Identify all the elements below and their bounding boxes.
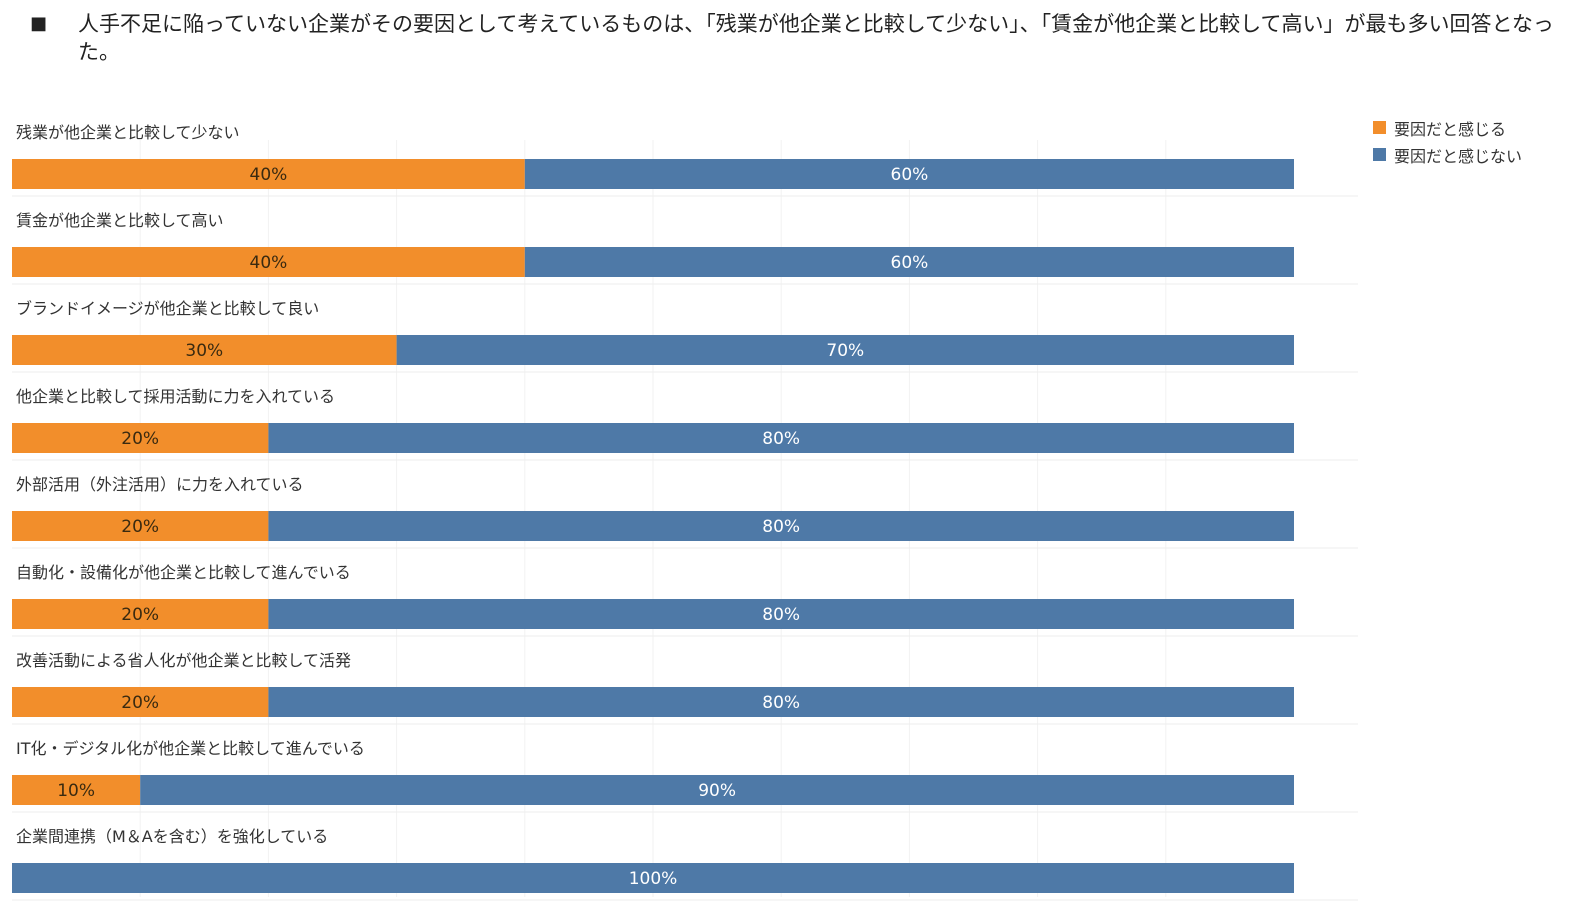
bar-segment-factor xyxy=(12,775,141,805)
legend-item-not-factor: 要因だと感じない xyxy=(1373,141,1522,168)
data-label: 80% xyxy=(762,693,800,713)
category-label: 企業間連携（M＆Aを含む）を強化している xyxy=(16,827,328,846)
bar-segment-not-factor xyxy=(268,599,1294,629)
data-label: 20% xyxy=(121,517,159,537)
data-label: 60% xyxy=(891,165,929,185)
legend-swatch-factor xyxy=(1373,121,1386,134)
bar-segment-not-factor xyxy=(524,247,1294,277)
data-label: 20% xyxy=(121,429,159,449)
bar-segment-factor xyxy=(12,687,269,717)
bar-segment-factor xyxy=(12,247,525,277)
bar-segment-not-factor xyxy=(396,335,1295,365)
data-label: 10% xyxy=(57,781,95,801)
category-label: 自動化・設備化が他企業と比較して進んでいる xyxy=(16,563,351,582)
data-label: 30% xyxy=(185,341,223,361)
data-label: 80% xyxy=(762,605,800,625)
data-label: 80% xyxy=(762,429,800,449)
legend: 要因だと感じる 要因だと感じない xyxy=(1373,114,1522,168)
category-label: 他企業と比較して採用活動に力を入れている xyxy=(16,387,335,406)
category-label: 賃金が他企業と比較して高い xyxy=(16,211,224,230)
bar-segment-not-factor xyxy=(524,159,1294,189)
category-label: IT化・デジタル化が他企業と比較して進んでいる xyxy=(16,739,365,758)
bar-segment-factor xyxy=(12,159,525,189)
category-label: ブランドイメージが他企業と比較して良い xyxy=(16,299,319,318)
legend-label-factor: 要因だと感じる xyxy=(1394,119,1507,139)
bar-segment-factor xyxy=(12,511,269,541)
bar-segment-not-factor xyxy=(12,863,1294,893)
bar-segment-not-factor xyxy=(268,423,1294,453)
headline-bullet: ■ xyxy=(30,13,48,34)
data-label: 40% xyxy=(250,165,288,185)
bar-segment-factor xyxy=(12,335,397,365)
legend-label-not-factor: 要因だと感じない xyxy=(1394,146,1523,166)
data-label: 40% xyxy=(250,253,288,273)
legend-item-factor: 要因だと感じる xyxy=(1373,114,1522,141)
data-label: 90% xyxy=(698,781,736,801)
bar-segment-not-factor xyxy=(268,511,1294,541)
bar-segment-factor xyxy=(12,423,269,453)
stacked-bar-chart: 残業が他企業と比較して少ない 40% 60% 賃金が他企業と比較して高い 40% 60% ブ… xyxy=(12,123,1358,901)
legend-swatch-not-factor xyxy=(1373,148,1386,161)
data-label: 20% xyxy=(121,605,159,625)
data-label: 80% xyxy=(762,517,800,537)
category-label: 改善活動による省人化が他企業と比較して活発 xyxy=(16,651,351,670)
bar-segment-factor xyxy=(12,599,269,629)
data-label: 60% xyxy=(891,253,929,273)
data-label: 70% xyxy=(826,341,864,361)
data-label: 100% xyxy=(629,869,678,889)
category-label: 外部活用（外注活用）に力を入れている xyxy=(16,475,304,494)
data-label: 20% xyxy=(121,693,159,713)
category-label: 残業が他企業と比較して少ない xyxy=(16,123,240,142)
bar-segment-not-factor xyxy=(140,775,1295,805)
headline-text: 人手不足に陥っていない企業がその要因として考えているものは、「残業が他企業と比較… xyxy=(78,12,1554,64)
bar-segment-not-factor xyxy=(268,687,1294,717)
